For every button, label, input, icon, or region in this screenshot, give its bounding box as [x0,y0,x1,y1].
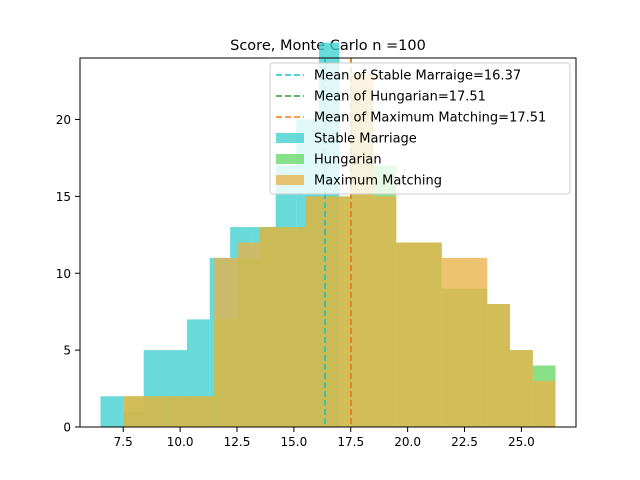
legend-label: Mean of Maximum Matching=17.51 [314,111,546,126]
x-tick-label: 12.5 [224,435,251,449]
histogram-bar [532,380,556,427]
histogram-bar [168,396,192,427]
legend-item-mean-of-stable-marraige-16-37: Mean of Stable Marraige=16.37 [276,69,521,84]
legend-item-mean-of-maximum-matching-17-51: Mean of Maximum Matching=17.51 [276,111,546,126]
x-tick-label: 17.5 [337,435,364,449]
x-tick-label: 22.5 [451,435,478,449]
legend-box [269,62,571,195]
legend-patch-swatch [276,154,304,164]
histogram-bar [282,227,306,427]
histogram-bar [100,396,124,427]
histogram-bar [123,396,146,427]
x-tick-label: 15.0 [281,435,308,449]
histogram-bar [373,196,397,427]
legend-label: Mean of Stable Marraige=16.37 [314,69,521,84]
histogram-bar [441,257,465,427]
legend-item-stable-marriage: Stable Marriage [276,132,417,147]
y-tick-label: 20 [56,113,71,127]
legend-item-mean-of-hungarian-17-51: Mean of Hungarian=17.51 [276,90,486,105]
mean-lines [324,58,352,427]
legend: Mean of Stable Marraige=16.37 Mean of Hun… [269,62,571,195]
histogram-bar [214,257,237,427]
plot-frame [79,57,577,428]
axes: 7.5 10.0 12.5 15.0 17.5 20.0 22.5 25.0 0 5 10 15 20 [56,57,577,449]
histogram-bar [396,242,420,427]
histogram-bar [145,396,169,427]
histogram-bar [464,257,488,427]
histogram-bar [259,227,283,427]
legend-patch-swatch [276,175,304,185]
histogram-bar [510,350,533,427]
histogram-bar [305,196,328,427]
legend-label: Hungarian [314,153,382,168]
histogram-bar [487,304,511,427]
histogram-bar [419,242,442,427]
legend-item-hungarian: Hungarian [276,153,382,168]
y-tick-label: 5 [63,344,71,358]
x-tick-label: 25.0 [508,435,535,449]
histogram-bar [191,396,215,427]
y-tick-label: 0 [63,421,71,435]
legend-item-maximum-matching: Maximum Matching [276,174,442,189]
histogram-bar [236,242,260,427]
legend-label: Mean of Hungarian=17.51 [314,90,486,105]
legend-label: Maximum Matching [314,174,442,189]
x-tick-label: 10.0 [167,435,194,449]
histogram-bar [328,196,351,427]
y-tick-label: 10 [56,267,71,281]
y-tick-label: 15 [56,190,71,204]
legend-patch-swatch [276,133,304,143]
x-tick-label: 7.5 [114,435,133,449]
x-tick-label: 20.0 [394,435,421,449]
legend-label: Stable Marriage [314,132,417,147]
